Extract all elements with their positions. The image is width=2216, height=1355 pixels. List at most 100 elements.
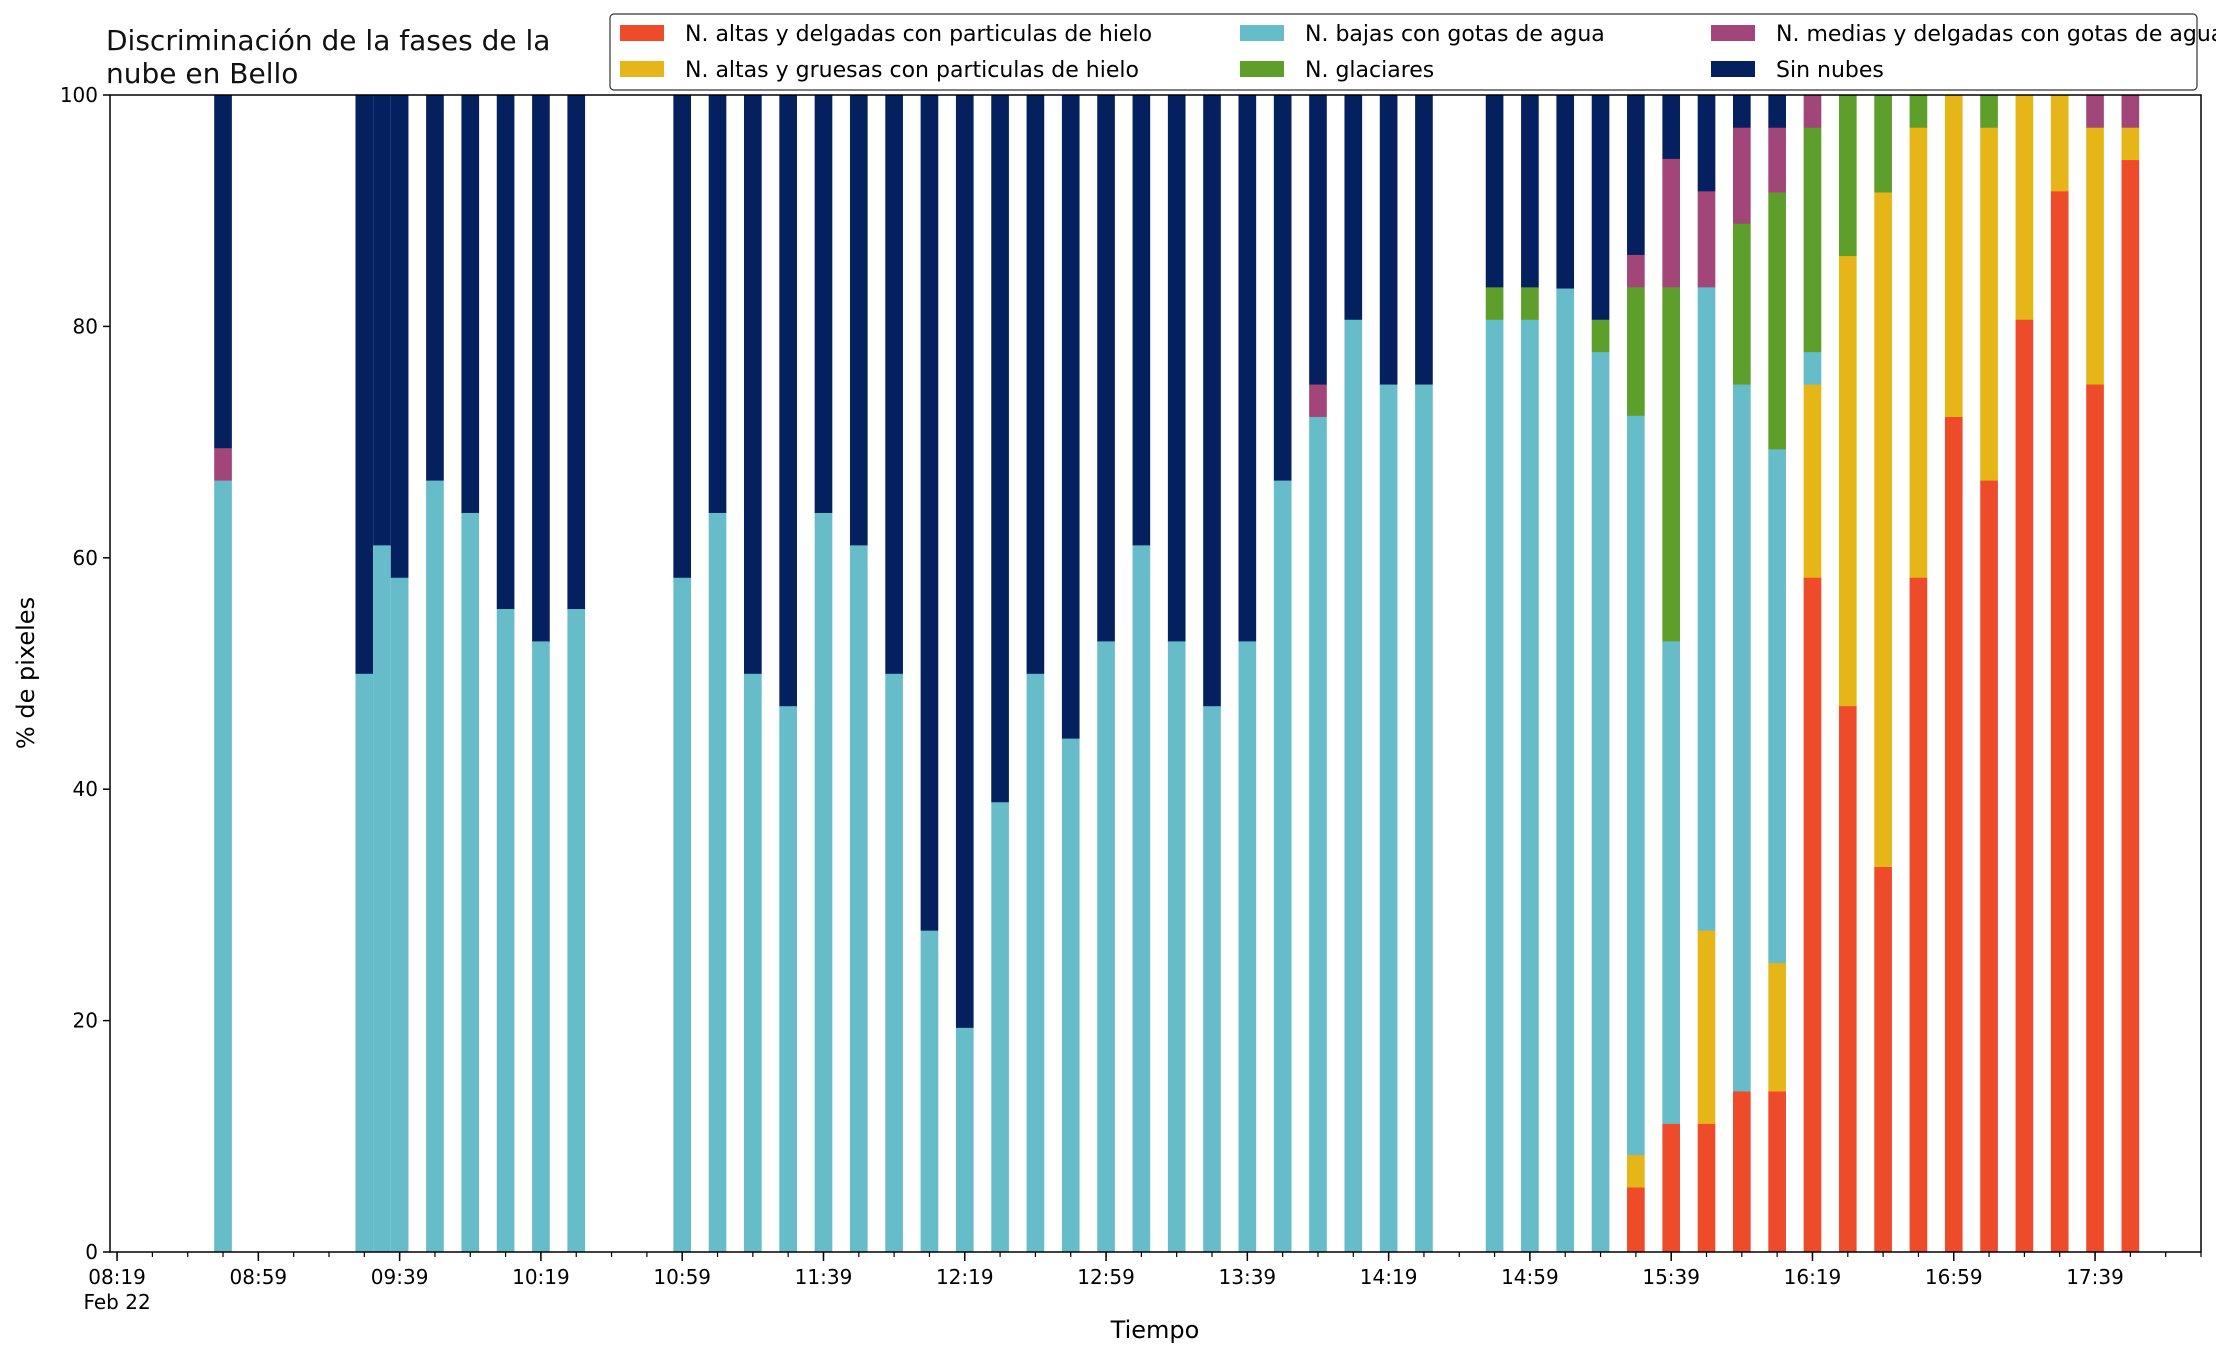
- bar-segment-6-2: [496, 608, 515, 1253]
- bar-segment-38-3: [1733, 223, 1751, 385]
- bar-segment-17-2: [955, 1027, 974, 1253]
- bar-segment-26-5: [1273, 95, 1292, 481]
- bar-segment-40-4: [1803, 95, 1822, 128]
- bar-segment-13-2: [814, 512, 833, 1253]
- x-tick-label: 13:39: [1219, 1265, 1277, 1289]
- bar-segment-11-5: [744, 95, 762, 674]
- legend-swatch-1: [620, 61, 664, 77]
- bar-segment-16-2: [920, 930, 939, 1253]
- legend-swatch-5: [1711, 61, 1755, 77]
- bar-segment-42-3: [1874, 95, 1892, 193]
- x-tick-label: 17:39: [2066, 1265, 2124, 1289]
- bar-segment-36-5: [1662, 95, 1681, 159]
- bar-segment-11-2: [744, 673, 762, 1253]
- bar-segment-2-2: [373, 545, 391, 1253]
- bar-segment-5-5: [461, 95, 480, 513]
- bar-segment-28-5: [1344, 95, 1363, 320]
- y-tick-label: 60: [73, 546, 98, 570]
- legend-swatch-2: [1240, 25, 1284, 41]
- bar-segment-44-0: [1944, 416, 1963, 1253]
- bar-segment-37-1: [1697, 930, 1716, 1124]
- bar-segment-33-2: [1556, 288, 1575, 1253]
- x-tick-label: 08:59: [230, 1265, 288, 1289]
- x-tick-label: Feb 22: [83, 1290, 150, 1314]
- bar-segment-39-5: [1768, 95, 1786, 128]
- bar-segment-22-2: [1132, 545, 1151, 1253]
- bar-segment-40-2: [1803, 351, 1822, 385]
- bar-segment-19-5: [1026, 95, 1045, 674]
- bar-segment-9-2: [673, 577, 692, 1253]
- bar-segment-26-2: [1273, 480, 1292, 1253]
- bars: [214, 95, 2140, 1253]
- bar-segment-36-2: [1662, 641, 1681, 1124]
- bar-segment-7-2: [532, 641, 550, 1253]
- bar-segment-49-1: [2121, 127, 2140, 161]
- legend-swatch-3: [1240, 61, 1284, 77]
- bar-segment-44-1: [1944, 95, 1963, 417]
- bar-segment-46-1: [2015, 95, 2034, 320]
- legend-label-2: N. bajas con gotas de agua: [1305, 22, 1605, 47]
- bar-segment-37-0: [1697, 1123, 1716, 1253]
- bar-segment-27-4: [1309, 384, 1327, 417]
- bar-segment-36-0: [1662, 1123, 1681, 1253]
- bar-segment-35-4: [1627, 254, 1645, 288]
- bar-segment-35-0: [1627, 1187, 1645, 1253]
- bar-segment-32-3: [1521, 287, 1539, 320]
- bar-segment-20-2: [1061, 738, 1080, 1253]
- x-tick-label: 14:59: [1501, 1265, 1559, 1289]
- bar-segment-42-0: [1874, 866, 1892, 1253]
- bar-segment-45-1: [1980, 127, 1998, 481]
- bar-segment-37-2: [1697, 287, 1716, 931]
- bar-segment-48-4: [2086, 95, 2104, 128]
- bar-segment-21-2: [1097, 641, 1115, 1253]
- legend-swatch-4: [1711, 25, 1755, 41]
- bar-segment-3-5: [390, 95, 409, 578]
- x-axis-label: Tiempo: [1110, 1316, 1200, 1344]
- x-tick-label: 09:39: [371, 1265, 429, 1289]
- bar-segment-41-1: [1838, 255, 1857, 707]
- bar-segment-39-4: [1768, 127, 1786, 193]
- y-tick-label: 100: [60, 83, 98, 107]
- bar-segment-34-5: [1591, 95, 1610, 320]
- bar-segment-31-2: [1485, 319, 1504, 1253]
- bar-segment-7-5: [532, 95, 550, 642]
- chart-title-line-1: Discriminación de la fases de la: [106, 24, 550, 57]
- bar-segment-48-0: [2086, 384, 2104, 1253]
- bar-segment-35-5: [1627, 95, 1645, 255]
- x-tick-label: 08:19: [88, 1265, 146, 1289]
- x-tick-label: 14:19: [1360, 1265, 1418, 1289]
- chart-title-line-2: nube en Bello: [106, 57, 298, 90]
- bar-segment-34-2: [1591, 351, 1610, 1253]
- bar-segment-23-5: [1167, 95, 1186, 642]
- bar-segment-39-0: [1768, 1091, 1786, 1253]
- legend-label-4: N. medias y delgadas con gotas de agua: [1776, 22, 2216, 47]
- bar-segment-32-2: [1521, 319, 1539, 1253]
- legend: N. altas y delgadas con particulas de hi…: [609, 13, 2216, 91]
- bar-segment-14-2: [849, 545, 868, 1253]
- bar-segment-0-5: [214, 95, 232, 449]
- bar-segment-40-0: [1803, 577, 1822, 1253]
- bar-segment-13-5: [814, 95, 833, 513]
- bar-segment-43-3: [1909, 95, 1928, 128]
- bar-segment-33-5: [1556, 95, 1575, 289]
- bar-segment-16-5: [920, 95, 939, 931]
- bar-segment-34-3: [1591, 319, 1610, 353]
- bar-segment-32-5: [1521, 95, 1539, 288]
- bar-segment-41-3: [1838, 95, 1857, 257]
- bar-segment-38-5: [1733, 95, 1751, 128]
- bar-segment-14-5: [849, 95, 868, 546]
- bar-segment-24-5: [1203, 95, 1221, 707]
- bar-segment-31-3: [1485, 287, 1504, 320]
- legend-box: [609, 13, 2198, 91]
- x-tick-label: 16:19: [1784, 1265, 1842, 1289]
- bar-segment-45-3: [1980, 95, 1998, 128]
- bar-segment-39-2: [1768, 449, 1786, 964]
- bar-segment-30-2: [1415, 384, 1433, 1253]
- bar-segment-4-2: [426, 480, 444, 1253]
- bar-segment-20-5: [1061, 95, 1080, 739]
- bar-segment-8-5: [567, 95, 586, 610]
- bar-segment-1-5: [355, 95, 374, 674]
- y-axis: 0 20 40 60 80 100: [60, 83, 110, 1264]
- bar-segment-29-2: [1379, 384, 1398, 1253]
